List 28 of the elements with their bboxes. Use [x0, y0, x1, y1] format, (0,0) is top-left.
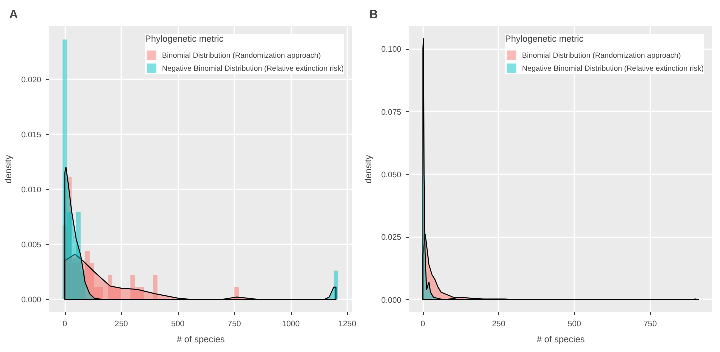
x-tick-label: 1000 [282, 320, 300, 328]
legend-title: Phylogenetic metric [145, 34, 225, 44]
y-axis-title: density [363, 154, 374, 184]
y-tick-label: 0.015 [21, 130, 42, 140]
y-tick-label: 0.100 [381, 45, 402, 54]
y-tick-label: 0.000 [21, 296, 42, 305]
x-tick-label: 250 [114, 320, 129, 328]
x-tick-label: 500 [171, 320, 186, 328]
y-axis-title: density [3, 154, 14, 184]
x-axis-title: # of species [536, 334, 586, 344]
x-axis-title: # of species [176, 334, 226, 344]
x-tick-label: 0 [420, 320, 426, 328]
x-tick-label: 0 [62, 320, 68, 328]
y-tick-label: 0.005 [21, 240, 42, 250]
x-tick-label: 1250 [338, 320, 357, 328]
y-tick-label: 0.000 [381, 296, 402, 305]
y-tick-label: 0.020 [21, 75, 42, 84]
legend-title: Phylogenetic metric [505, 34, 585, 44]
x-tick-label: 250 [492, 320, 506, 328]
x-tick-label: 500 [568, 320, 582, 328]
y-tick-label: 0.075 [381, 108, 402, 117]
x-tick-label: 750 [644, 320, 658, 328]
x-tick-label: 750 [228, 320, 242, 328]
y-tick-label: 0.050 [381, 170, 402, 180]
chart-title: B [370, 8, 378, 22]
y-tick-label: 0.010 [21, 185, 42, 194]
y-tick-label: 0.025 [381, 233, 402, 242]
chart-title: A [10, 8, 18, 22]
